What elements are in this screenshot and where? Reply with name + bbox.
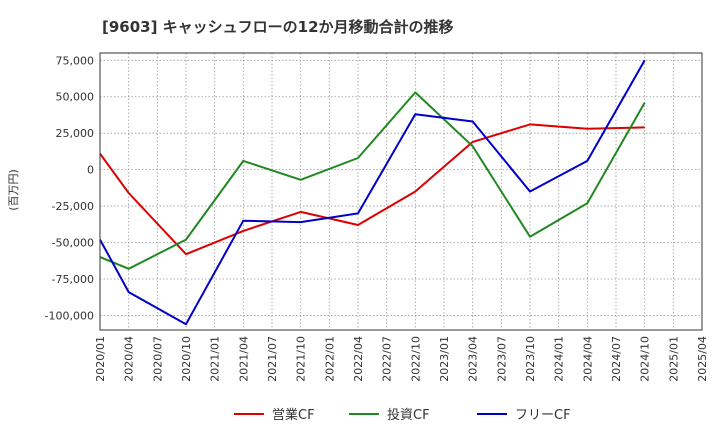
x-tick-label: 2025/01 (667, 336, 680, 382)
x-tick-label: 2022/01 (323, 336, 336, 382)
x-tick-label: 2022/10 (409, 336, 422, 382)
legend-label-0: 営業CF (272, 407, 315, 423)
y-axis: 75,000 50,000 25,000 0 -25,000 -50,000 -75,000… (45, 54, 94, 322)
x-tick-label: 2020/04 (123, 336, 136, 382)
y-tick-label: 75,000 (56, 54, 95, 67)
x-tick-label: 2020/07 (151, 336, 164, 382)
x-tick-label: 2025/04 (696, 336, 709, 382)
y-tick-label: -100,000 (45, 309, 94, 322)
legend-label-1: 投資CF (387, 407, 430, 423)
x-axis: 2020/01 2020/04 2020/07 2020/10 2021/01 2021/… (94, 336, 709, 382)
grid-lines (99, 53, 703, 330)
y-tick-label: 25,000 (56, 127, 95, 140)
x-tick-label: 2020/01 (94, 336, 107, 382)
x-tick-label: 2022/04 (352, 336, 365, 382)
x-tick-label: 2021/04 (237, 336, 250, 382)
x-tick-label: 2023/10 (524, 336, 537, 382)
x-tick-label: 2023/07 (495, 336, 508, 382)
x-tick-label: 2024/01 (553, 336, 566, 382)
x-tick-label: 2024/10 (639, 336, 652, 382)
x-tick-label: 2024/07 (610, 336, 623, 382)
x-tick-label: 2023/04 (467, 336, 480, 382)
series-line-2 (99, 59, 646, 326)
legend-label-2: フリーCF (515, 408, 571, 423)
x-tick-label: 2021/10 (295, 336, 308, 382)
y-axis-label: (百万円) (7, 169, 20, 211)
x-tick-label: 2023/01 (438, 336, 451, 382)
y-tick-label: 50,000 (56, 91, 95, 104)
x-tick-label: 2022/07 (381, 336, 394, 382)
series-lines (99, 59, 646, 326)
x-tick-label: 2021/01 (209, 336, 222, 382)
y-tick-label: 0 (87, 164, 94, 177)
series-line-0 (99, 123, 645, 256)
x-tick-label: 2021/07 (266, 336, 279, 382)
x-tick-label: 2024/04 (581, 336, 594, 382)
y-tick-label: -50,000 (52, 237, 94, 250)
x-tick-label: 2020/10 (180, 336, 193, 382)
y-tick-label: -75,000 (52, 273, 94, 286)
y-tick-label: -25,000 (52, 200, 94, 213)
series-line-1 (99, 91, 646, 270)
chart-title: [9603] キャッシュフローの12か月移動合計の推移 (102, 18, 454, 36)
legend: 営業CF 投資CF フリーCF (234, 407, 571, 423)
plot-area-frame (99, 52, 703, 331)
